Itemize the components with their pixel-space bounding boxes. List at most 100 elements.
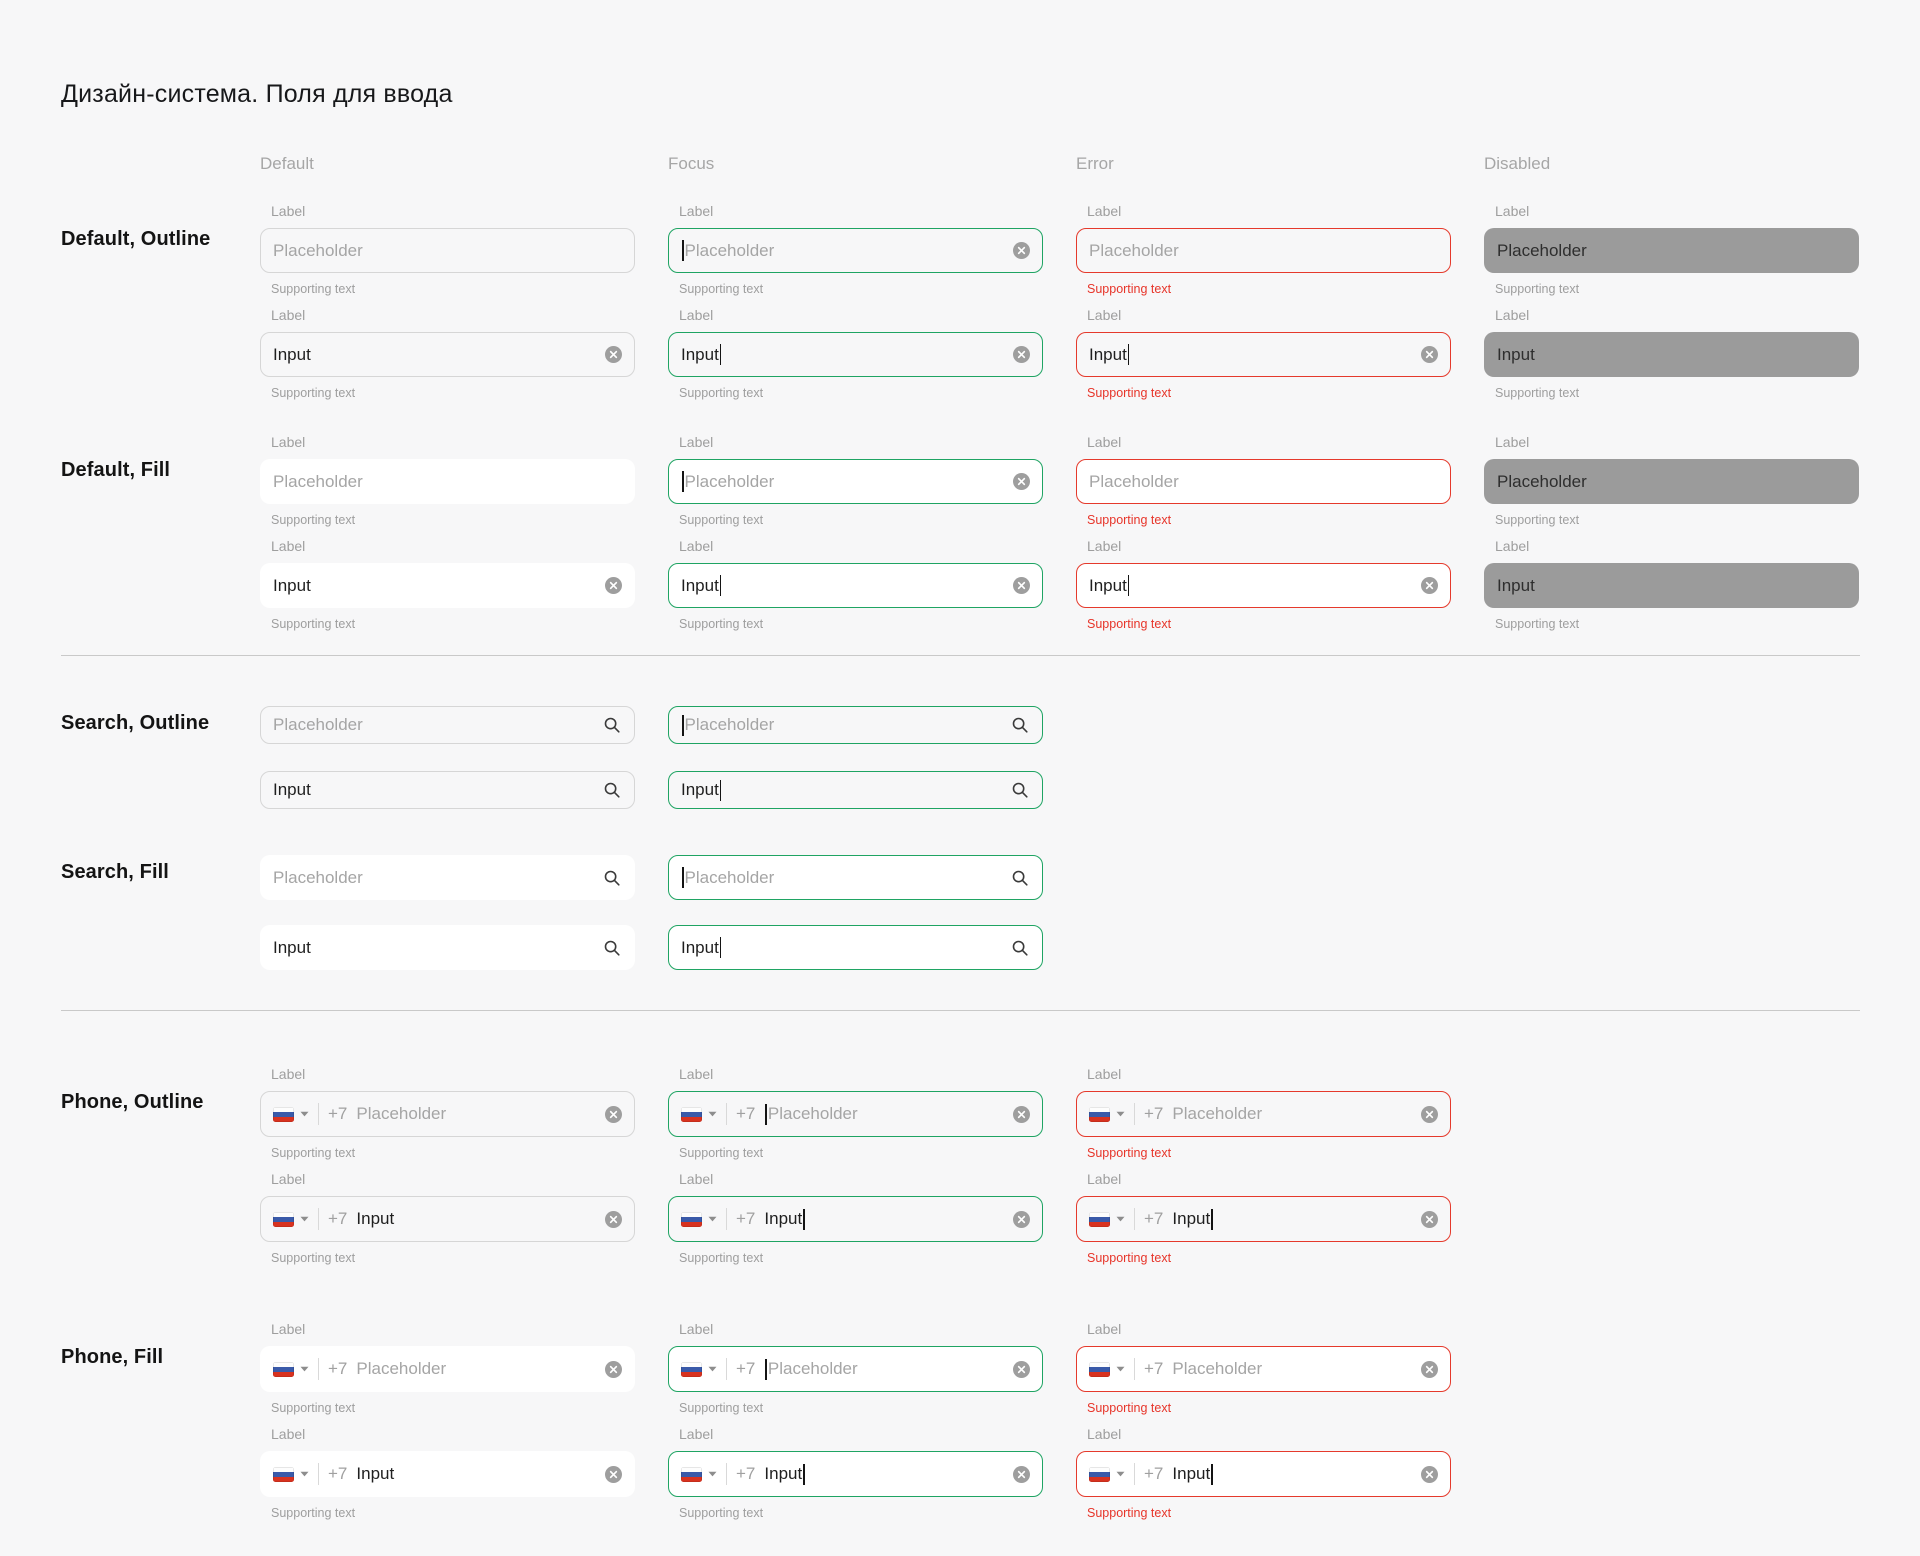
search-input[interactable]: Placeholder (668, 855, 1043, 900)
text-input[interactable]: Placeholder (260, 228, 635, 273)
field-label: Label (271, 434, 306, 450)
clear-icon[interactable] (1421, 1360, 1438, 1378)
clear-icon[interactable] (605, 1465, 622, 1483)
phone-input[interactable]: +7 Placeholder (260, 1091, 635, 1137)
text-input[interactable]: Input (668, 332, 1043, 377)
clear-icon[interactable] (605, 1105, 622, 1123)
search-input[interactable]: Placeholder (260, 706, 635, 744)
clear-icon[interactable] (1421, 1210, 1438, 1228)
text-caret (719, 937, 722, 958)
country-selector[interactable] (1089, 1106, 1125, 1122)
phone-input[interactable]: +7 Input (668, 1451, 1043, 1497)
phone-input[interactable]: +7 Placeholder (1076, 1346, 1451, 1392)
phone-input[interactable]: +7 Input (668, 1196, 1043, 1242)
clear-icon[interactable] (1421, 346, 1438, 363)
clear-icon[interactable] (1421, 1105, 1438, 1123)
clear-icon[interactable] (605, 1210, 622, 1228)
field-group: Placeholder (668, 855, 1043, 900)
search-icon[interactable] (1010, 868, 1030, 888)
search-icon[interactable] (1010, 780, 1030, 800)
text-input[interactable]: Input (1076, 563, 1451, 608)
supporting-text: Supporting text (1087, 617, 1172, 631)
clear-icon[interactable] (1013, 1105, 1030, 1123)
text-input[interactable]: Input (1076, 332, 1451, 377)
phone-input[interactable]: +7 Input (260, 1196, 635, 1242)
search-input[interactable]: Input (260, 925, 635, 970)
supporting-text: Supporting text (679, 282, 764, 296)
country-selector[interactable] (1089, 1361, 1125, 1377)
phone-input[interactable]: +7 Placeholder (1076, 1091, 1451, 1137)
country-selector[interactable] (273, 1361, 309, 1377)
country-selector[interactable] (273, 1466, 309, 1482)
country-selector[interactable] (681, 1106, 717, 1122)
country-selector[interactable] (681, 1466, 717, 1482)
country-selector[interactable] (1089, 1466, 1125, 1482)
text-caret (803, 1463, 805, 1485)
phone-input[interactable]: +7 Input (1076, 1196, 1451, 1242)
text-input[interactable]: Placeholder (1076, 459, 1451, 504)
supporting-text: Supporting text (271, 1401, 356, 1415)
search-icon[interactable] (602, 868, 622, 888)
country-selector[interactable] (273, 1106, 309, 1122)
column-header-error: Error (1076, 154, 1114, 173)
input-value: Input (1089, 575, 1127, 595)
field-group: Label +7 Input Supporting text (1076, 1170, 1451, 1266)
text-input[interactable]: Input (260, 563, 635, 608)
search-icon[interactable] (602, 780, 622, 800)
phone-input[interactable]: +7 Input (260, 1451, 635, 1497)
country-selector[interactable] (681, 1211, 717, 1227)
text-caret (1211, 1208, 1213, 1230)
phone-input[interactable]: +7 Input (1076, 1451, 1451, 1497)
clear-icon[interactable] (1013, 1210, 1030, 1228)
supporting-text: Supporting text (1087, 1401, 1172, 1415)
clear-icon[interactable] (1013, 1360, 1030, 1378)
input-value: Input (273, 575, 311, 595)
clear-icon[interactable] (1013, 473, 1030, 490)
russia-flag-icon (273, 1106, 294, 1122)
phone-input[interactable]: +7 Placeholder (260, 1346, 635, 1392)
text-input[interactable]: Input (668, 563, 1043, 608)
clear-icon[interactable] (605, 577, 622, 594)
field-label: Label (1087, 434, 1122, 450)
supporting-text: Supporting text (1495, 386, 1580, 400)
search-icon[interactable] (1010, 715, 1030, 735)
search-input[interactable]: Input (668, 771, 1043, 809)
divider-line (1134, 1208, 1135, 1230)
text-input[interactable]: Placeholder (260, 459, 635, 504)
supporting-text: Supporting text (679, 1401, 764, 1415)
search-input[interactable]: Placeholder (668, 706, 1043, 744)
text-input[interactable]: Placeholder (1076, 228, 1451, 273)
clear-icon[interactable] (1013, 577, 1030, 594)
text-caret (1127, 575, 1130, 596)
field-label: Label (271, 538, 306, 554)
clear-icon[interactable] (1013, 346, 1030, 363)
text-input[interactable]: Placeholder (668, 459, 1043, 504)
input-value: Input (273, 937, 311, 957)
clear-icon[interactable] (1421, 577, 1438, 594)
supporting-text: Supporting text (1495, 513, 1580, 527)
search-icon[interactable] (602, 938, 622, 958)
search-input[interactable]: Input (668, 925, 1043, 970)
search-icon[interactable] (1010, 938, 1030, 958)
clear-icon[interactable] (605, 346, 622, 363)
country-selector[interactable] (681, 1361, 717, 1377)
phone-input[interactable]: +7 Placeholder (668, 1091, 1043, 1137)
clear-icon[interactable] (605, 1360, 622, 1378)
clear-icon[interactable] (1421, 1465, 1438, 1483)
search-input[interactable]: Placeholder (260, 855, 635, 900)
country-code-prefix: +7 (328, 1464, 348, 1483)
clear-icon[interactable] (1013, 242, 1030, 259)
input-value: Input (1172, 1464, 1211, 1483)
country-selector[interactable] (1089, 1211, 1125, 1227)
phone-input[interactable]: +7 Placeholder (668, 1346, 1043, 1392)
field-group: Label Input Supporting text (1484, 306, 1859, 401)
search-input[interactable]: Input (260, 771, 635, 809)
clear-icon[interactable] (1013, 1465, 1030, 1483)
text-input[interactable]: Placeholder (668, 228, 1043, 273)
country-selector[interactable] (273, 1211, 309, 1227)
input-placeholder: Placeholder (684, 471, 775, 491)
text-input[interactable]: Input (260, 332, 635, 377)
divider-line (318, 1463, 319, 1485)
input-value: Input (681, 575, 719, 595)
search-icon[interactable] (602, 715, 622, 735)
